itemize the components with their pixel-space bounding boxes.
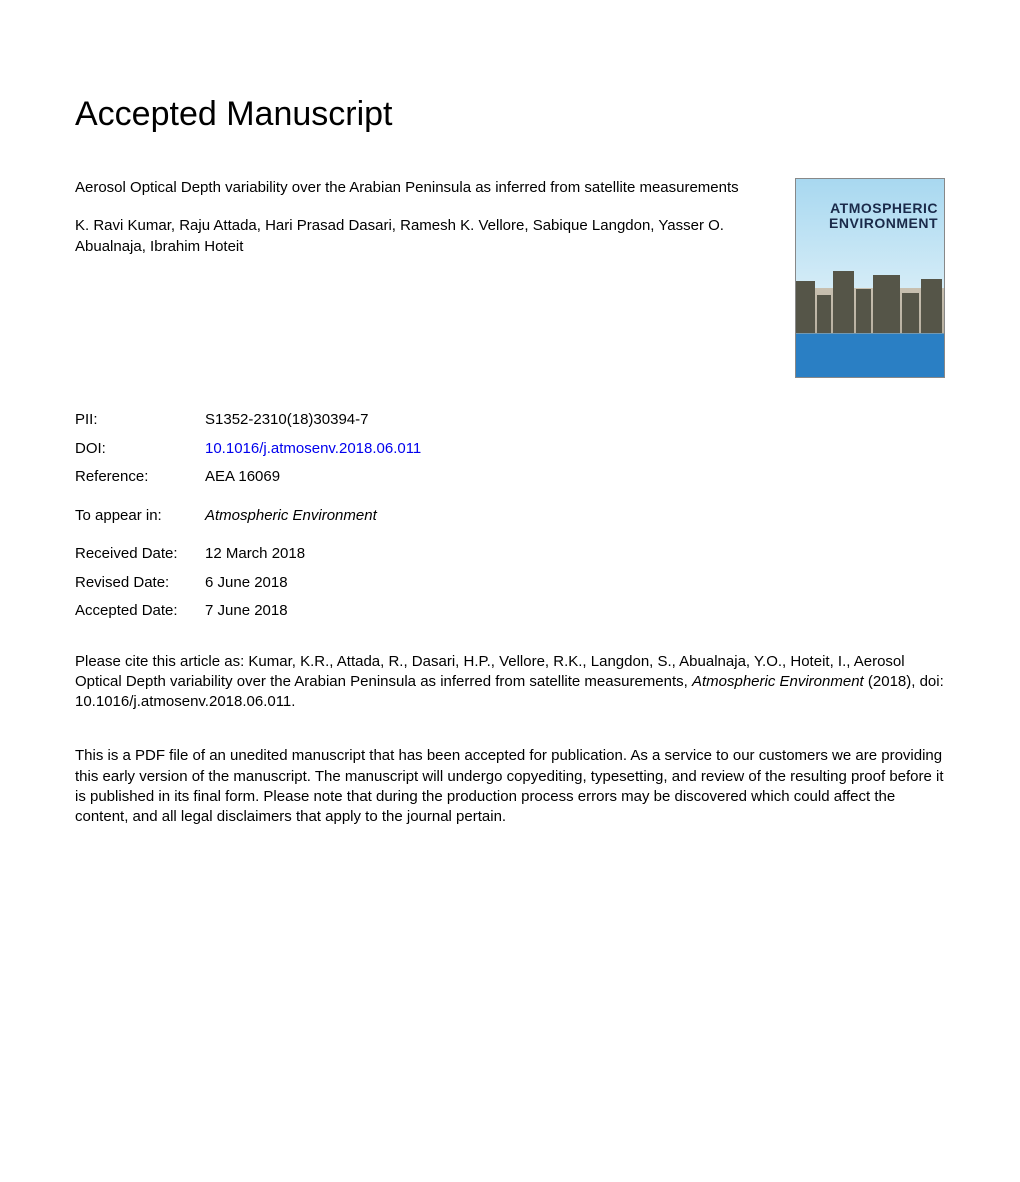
authors-list: K. Ravi Kumar, Raju Attada, Hari Prasad … [75,216,777,257]
paper-title: Aerosol Optical Depth variability over t… [75,178,777,198]
meta-row-doi: DOI: 10.1016/j.atmosenv.2018.06.011 [75,435,945,464]
citation-journal: Atmospheric Environment [692,673,864,690]
metadata-table: PII: S1352-2310(18)30394-7 DOI: 10.1016/… [75,406,945,626]
cover-skyline-graphic [796,267,944,333]
title-authors-block: Aerosol Optical Depth variability over t… [75,178,777,378]
revised-label: Revised Date: [75,569,205,598]
meta-row-accepted: Accepted Date: 7 June 2018 [75,597,945,626]
meta-row-appear: To appear in: Atmospheric Environment [75,502,945,531]
disclaimer-text: This is a PDF file of an unedited manusc… [75,746,945,827]
meta-row-pii: PII: S1352-2310(18)30394-7 [75,406,945,435]
received-value: 12 March 2018 [205,540,305,569]
accepted-manuscript-heading: Accepted Manuscript [75,95,945,134]
accepted-label: Accepted Date: [75,597,205,626]
journal-cover-thumbnail: ATMOSPHERIC ENVIRONMENT [795,178,945,378]
appear-label: To appear in: [75,502,205,531]
reference-value: AEA 16069 [205,463,280,492]
cover-title-line1: ATMOSPHERIC [830,200,938,216]
cover-title-line2: ENVIRONMENT [829,215,938,231]
appear-value: Atmospheric Environment [205,502,377,531]
pii-label: PII: [75,406,205,435]
reference-label: Reference: [75,463,205,492]
pii-value: S1352-2310(18)30394-7 [205,406,368,435]
received-label: Received Date: [75,540,205,569]
meta-row-revised: Revised Date: 6 June 2018 [75,569,945,598]
doi-link[interactable]: 10.1016/j.atmosenv.2018.06.011 [205,435,421,464]
header-row: Aerosol Optical Depth variability over t… [75,178,945,378]
cover-journal-title: ATMOSPHERIC ENVIRONMENT [829,201,938,232]
meta-row-reference: Reference: AEA 16069 [75,463,945,492]
citation-text: Please cite this article as: Kumar, K.R.… [75,652,945,713]
revised-value: 6 June 2018 [205,569,288,598]
meta-row-received: Received Date: 12 March 2018 [75,540,945,569]
accepted-value: 7 June 2018 [205,597,288,626]
doi-label: DOI: [75,435,205,464]
